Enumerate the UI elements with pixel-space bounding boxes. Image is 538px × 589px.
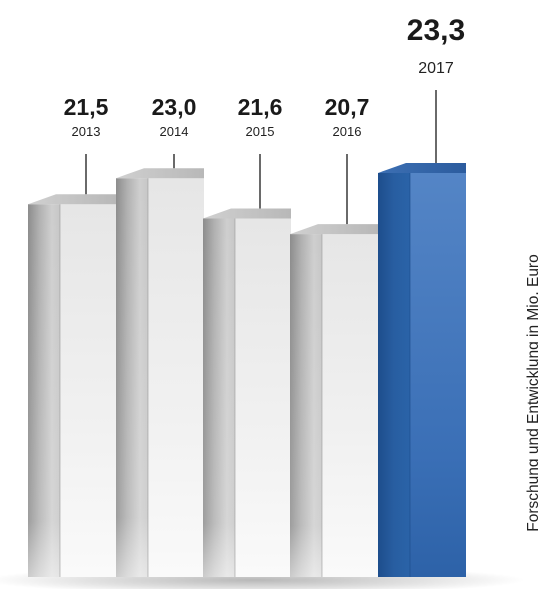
bar-2013 (28, 194, 116, 577)
category-label: 2017 (418, 60, 454, 77)
data-label: 23,0 (152, 94, 197, 120)
bar-front-highlight (28, 204, 60, 577)
data-label: 23,3 (407, 14, 465, 47)
bar-2017 (378, 163, 466, 577)
bar-side-face (60, 204, 116, 577)
bar-2016 (290, 224, 378, 577)
data-label: 20,7 (325, 94, 370, 120)
bar-2015 (203, 208, 291, 578)
y-axis-label: Forschung und Entwicklung in Mio. Euro (525, 254, 538, 531)
bar-side-face (410, 173, 466, 577)
category-label: 2014 (160, 124, 189, 139)
category-label: 2016 (333, 124, 362, 139)
bar-top-face (290, 224, 378, 235)
data-label: 21,5 (64, 94, 109, 120)
category-label: 2013 (72, 124, 101, 139)
bar-top-face (116, 168, 204, 179)
bar-front-highlight (116, 178, 148, 577)
bar-top-face (28, 194, 116, 205)
bar-front-highlight (203, 218, 235, 578)
bar-side-face (148, 178, 204, 577)
data-label: 21,6 (238, 94, 283, 120)
category-label: 2015 (246, 124, 275, 139)
bar-side-face (235, 218, 291, 578)
bar-front-face (378, 173, 410, 577)
bar-2014 (116, 168, 204, 577)
bar-top-face (203, 208, 291, 219)
bar-front-highlight (290, 234, 322, 577)
bar-side-face (322, 234, 378, 577)
bar-top-face (378, 163, 466, 173)
